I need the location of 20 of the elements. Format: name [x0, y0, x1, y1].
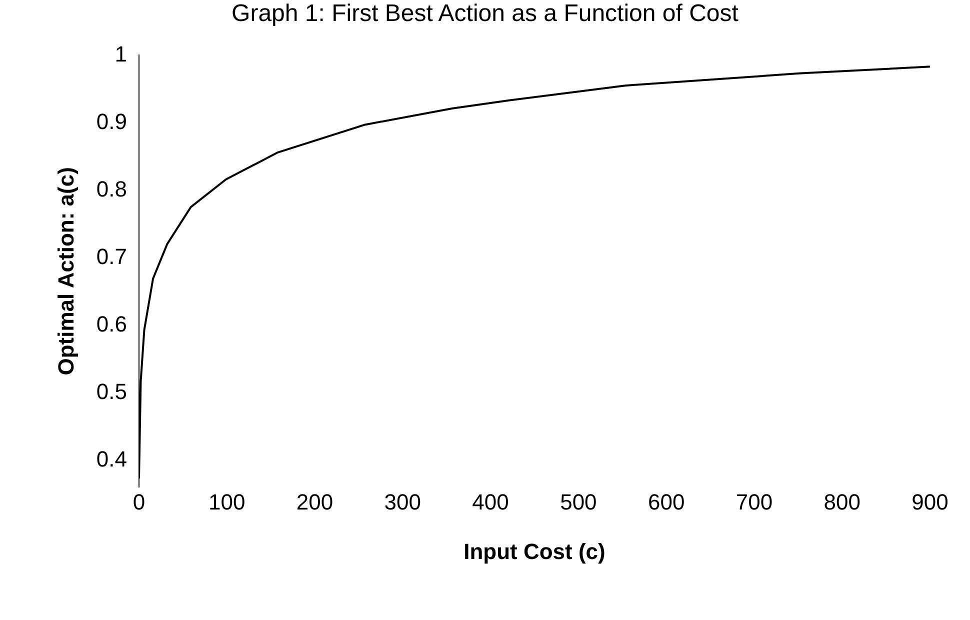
y-tick-label: 0.6 [96, 311, 127, 336]
x-tick-label: 700 [736, 489, 773, 514]
x-axis-title: Input Cost (c) [464, 538, 606, 564]
y-axis-title: Optimal Action: a(c) [53, 167, 78, 376]
x-tick-label: 800 [824, 489, 860, 514]
x-tick-label: 0 [132, 489, 146, 514]
x-tick-label: 600 [648, 489, 685, 514]
y-tick-label: 1 [114, 41, 127, 66]
x-tick-label: 900 [912, 489, 948, 514]
y-tick-label: 0.7 [96, 244, 127, 269]
x-tick-label: 100 [208, 489, 246, 514]
y-tick-label: 0.8 [96, 176, 127, 202]
x-tick-label: 500 [560, 489, 597, 514]
y-tick-label: 0.4 [96, 446, 127, 472]
x-tick-label: 200 [296, 489, 334, 514]
y-tick-label: 0.9 [96, 108, 127, 134]
x-tick-label: 400 [472, 489, 509, 514]
y-tick-label: 0.5 [96, 378, 127, 404]
x-tick-label: 300 [384, 489, 422, 514]
chart-title: Graph 1: First Best Action as a Function of Cost [230, 0, 740, 28]
